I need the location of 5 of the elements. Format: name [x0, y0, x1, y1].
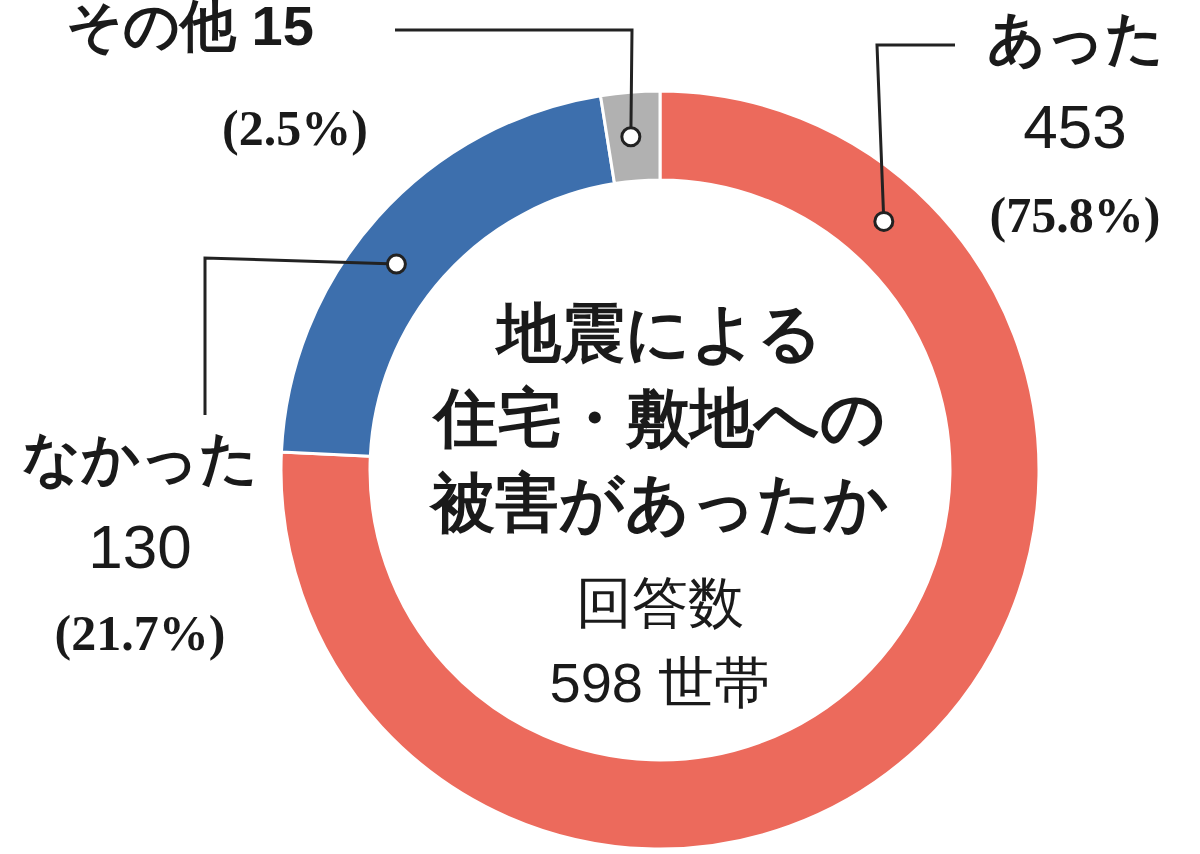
- title: 住宅・敷地への: [434, 382, 886, 454]
- title: 地震による: [497, 297, 823, 369]
- title: 被害があったか: [431, 467, 889, 539]
- annotation: 598 世帯: [549, 651, 771, 714]
- annotation: 回答数: [576, 571, 744, 634]
